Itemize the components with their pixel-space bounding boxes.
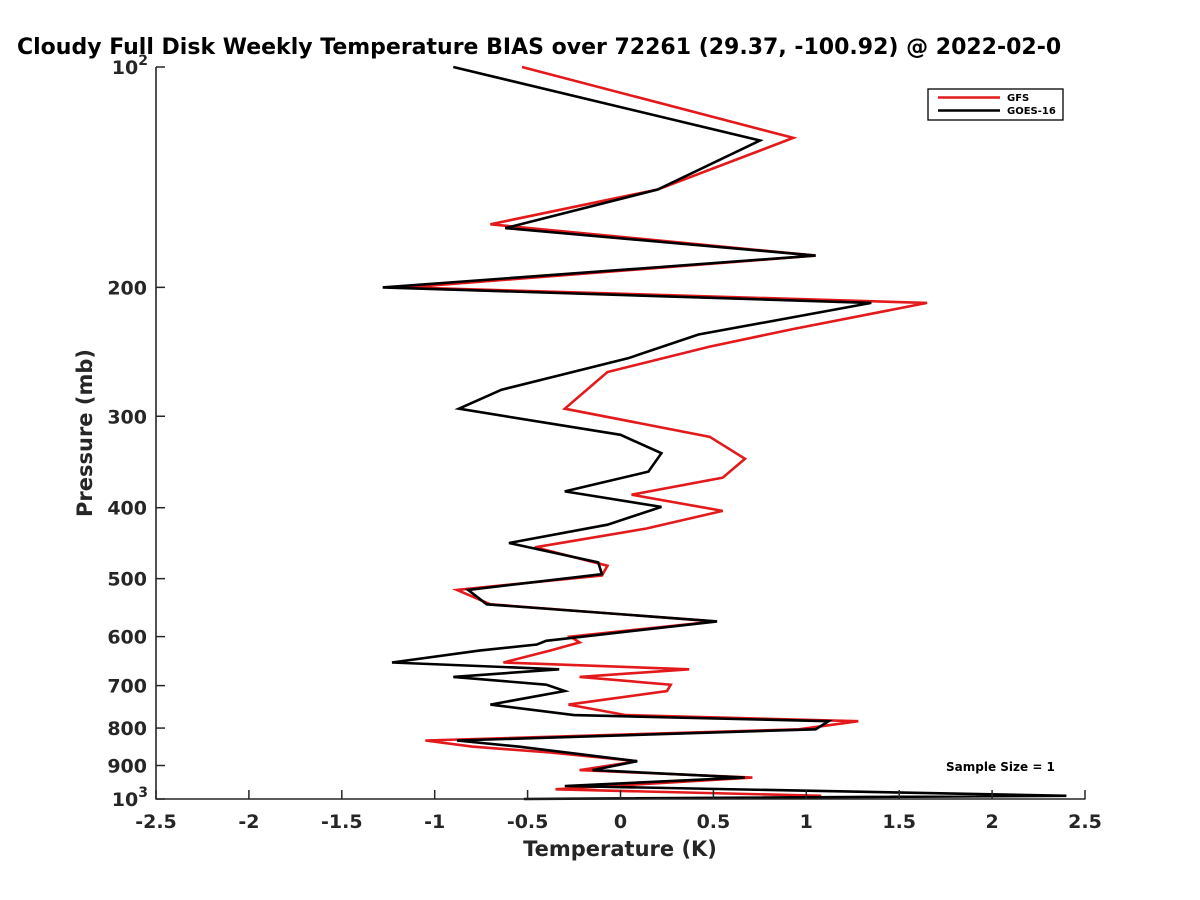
x-tick-label: 1 [800, 811, 813, 833]
y-tick-label: 102 [112, 53, 148, 79]
series-line-goes-16 [382, 65, 1067, 801]
x-tick-label: -1 [424, 811, 445, 833]
series-layer [382, 65, 1067, 801]
sample-size-annotation: Sample Size = 1 [946, 760, 1055, 774]
y-axis-ticks: 102 200 300 400 500 600 700 800 900 103 [107, 53, 165, 811]
x-axis-label: Temperature (K) [523, 837, 717, 861]
x-tick-label: -0.5 [507, 811, 549, 833]
legend-label-goes-16: GOES-16 [1007, 106, 1056, 117]
y-tick-label: 900 [107, 756, 147, 778]
x-tick-label: -1.5 [321, 811, 363, 833]
y-tick-label: 200 [107, 277, 147, 299]
y-tick-label: 500 [107, 569, 147, 591]
y-axis-label: Pressure (mb) [73, 349, 97, 517]
legend-box [927, 88, 1064, 121]
x-tick-label: 2 [985, 811, 998, 833]
x-tick-label: 0 [614, 811, 627, 833]
y-tick-label: 103 [112, 785, 148, 811]
plot-area [156, 67, 1085, 799]
x-tick-label: 1.5 [882, 811, 916, 833]
legend-label-gfs: GFS [1007, 93, 1029, 104]
x-tick-label: -2.5 [135, 811, 177, 833]
chart-title: Cloudy Full Disk Weekly Temperature BIAS… [17, 35, 1061, 60]
x-tick-label: -2 [238, 811, 259, 833]
legend: GFS GOES-16 [927, 88, 1064, 121]
y-tick-label: 800 [107, 718, 147, 740]
x-tick-label: 0.5 [697, 811, 731, 833]
x-tick-label: 2.5 [1068, 811, 1102, 833]
y-tick-label: 700 [107, 676, 147, 698]
y-tick-label: 300 [107, 406, 147, 428]
x-axis-ticks: -2.5 -2 -1.5 -1 -0.5 0 0.5 1 1.5 2 2.5 [135, 790, 1102, 833]
y-tick-label: 400 [107, 498, 147, 520]
y-tick-label: 600 [107, 627, 147, 649]
